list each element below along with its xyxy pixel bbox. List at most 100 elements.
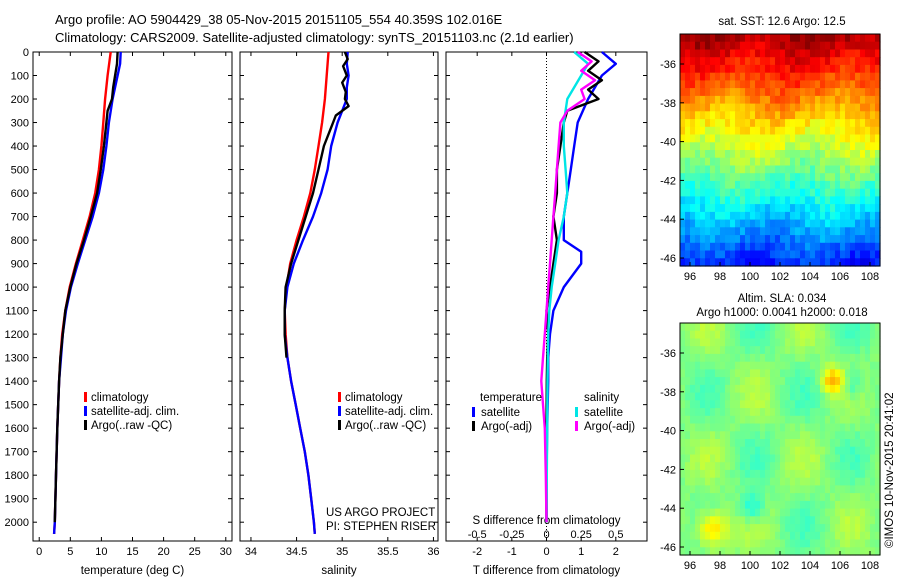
map-cell <box>840 103 846 112</box>
map-cell <box>710 103 716 112</box>
map-cell <box>795 446 801 455</box>
map-cell <box>785 49 791 58</box>
map-cell <box>775 41 781 50</box>
map-cell <box>785 111 791 120</box>
map-cell <box>875 34 881 43</box>
map-cell <box>815 150 821 159</box>
map-cell <box>860 95 866 105</box>
x-tick-label: 34 <box>245 546 257 558</box>
map-cell <box>845 431 851 440</box>
map-cell <box>690 49 696 58</box>
map-cell <box>710 323 716 332</box>
map-cell <box>750 547 756 556</box>
map-cell <box>755 531 761 541</box>
map-cell <box>840 250 846 259</box>
map-cell <box>825 446 831 455</box>
map-cell <box>705 531 711 541</box>
map-cell <box>780 180 786 190</box>
map-cell <box>830 493 836 502</box>
map-cell <box>775 446 781 455</box>
map-cell <box>795 41 801 50</box>
map-cell <box>775 516 781 525</box>
map-cell <box>695 196 701 205</box>
map-cell <box>865 547 871 556</box>
map-cell <box>845 180 851 190</box>
map-cell <box>690 134 696 143</box>
map-cell <box>790 111 796 120</box>
map-cell <box>800 477 806 486</box>
map-cell <box>855 330 861 339</box>
map-cell <box>860 400 866 409</box>
map-cell <box>700 219 706 228</box>
map-cell <box>685 493 691 502</box>
map-cell <box>785 493 791 502</box>
map-cell <box>765 49 771 58</box>
map-cell <box>745 111 751 120</box>
map-cell <box>730 361 736 370</box>
map-cell <box>855 477 861 486</box>
map-cell <box>850 384 856 394</box>
map-cell <box>695 353 701 363</box>
map-cell <box>765 165 771 174</box>
map-cell <box>720 493 726 502</box>
map-cell <box>790 227 796 236</box>
map-cell <box>740 227 746 236</box>
map-cell <box>785 80 791 89</box>
map-cell <box>860 392 866 401</box>
map-cell <box>755 469 761 479</box>
map-cell <box>685 242 691 252</box>
map-cell <box>750 219 756 228</box>
map-cell <box>770 377 776 386</box>
map-cell <box>805 485 811 494</box>
map-cell <box>825 516 831 525</box>
map-cell <box>780 41 786 50</box>
map-cell <box>835 250 841 259</box>
map-cell <box>695 330 701 339</box>
map-cell <box>865 477 871 486</box>
map-cell <box>850 477 856 486</box>
map-cell <box>745 400 751 409</box>
map-cell <box>840 346 846 355</box>
map-cell <box>770 446 776 455</box>
map-cell <box>690 41 696 50</box>
map-cell <box>805 384 811 394</box>
map-cell <box>735 485 741 494</box>
map-cell <box>855 258 861 267</box>
map-cell <box>735 346 741 355</box>
map-cell <box>705 242 711 252</box>
map-cell <box>700 353 706 363</box>
map-cell <box>765 377 771 386</box>
map-cell <box>820 408 826 417</box>
map-cell <box>750 369 756 378</box>
map-cell <box>760 250 766 259</box>
map-cell <box>775 439 781 448</box>
map-cell <box>835 165 841 174</box>
map-cell <box>810 485 816 494</box>
map-cell <box>715 219 721 228</box>
map-cell <box>715 57 721 66</box>
legend-swatch <box>338 420 341 430</box>
map-cell <box>790 493 796 502</box>
map-cell <box>835 126 841 136</box>
map-cell <box>795 165 801 174</box>
y-tick-label: 1600 <box>5 423 29 435</box>
map-cell <box>690 227 696 236</box>
map-cell <box>720 41 726 50</box>
map-cell <box>860 508 866 517</box>
map-cell <box>760 57 766 66</box>
map-cell <box>830 235 836 244</box>
map-cell <box>710 353 716 363</box>
map-cell <box>780 353 786 363</box>
map-cell <box>810 242 816 252</box>
map-cell <box>820 57 826 66</box>
map-cell <box>850 539 856 548</box>
map-cell <box>785 547 791 556</box>
lat-tick-label: -40 <box>660 426 676 438</box>
map-cell <box>720 531 726 541</box>
map-cell <box>805 211 811 221</box>
map-cell <box>795 72 801 81</box>
map-cell <box>825 165 831 174</box>
map-cell <box>680 446 686 455</box>
map-cell <box>830 258 836 267</box>
map-cell <box>755 439 761 448</box>
